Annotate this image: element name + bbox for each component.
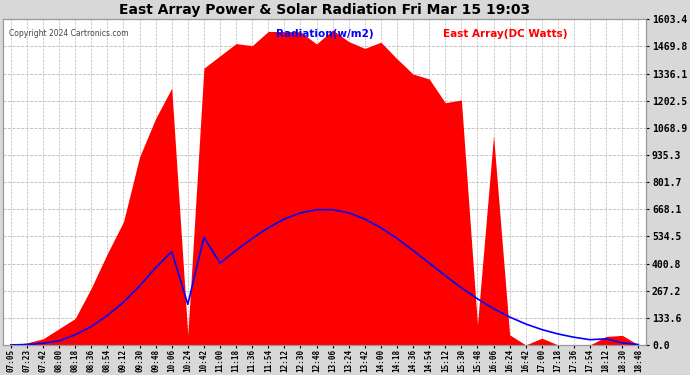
- Text: East Array(DC Watts): East Array(DC Watts): [442, 29, 567, 39]
- Text: Radiation(w/m2): Radiation(w/m2): [276, 29, 373, 39]
- Text: Copyright 2024 Cartronics.com: Copyright 2024 Cartronics.com: [9, 29, 129, 38]
- Title: East Array Power & Solar Radiation Fri Mar 15 19:03: East Array Power & Solar Radiation Fri M…: [119, 3, 530, 17]
